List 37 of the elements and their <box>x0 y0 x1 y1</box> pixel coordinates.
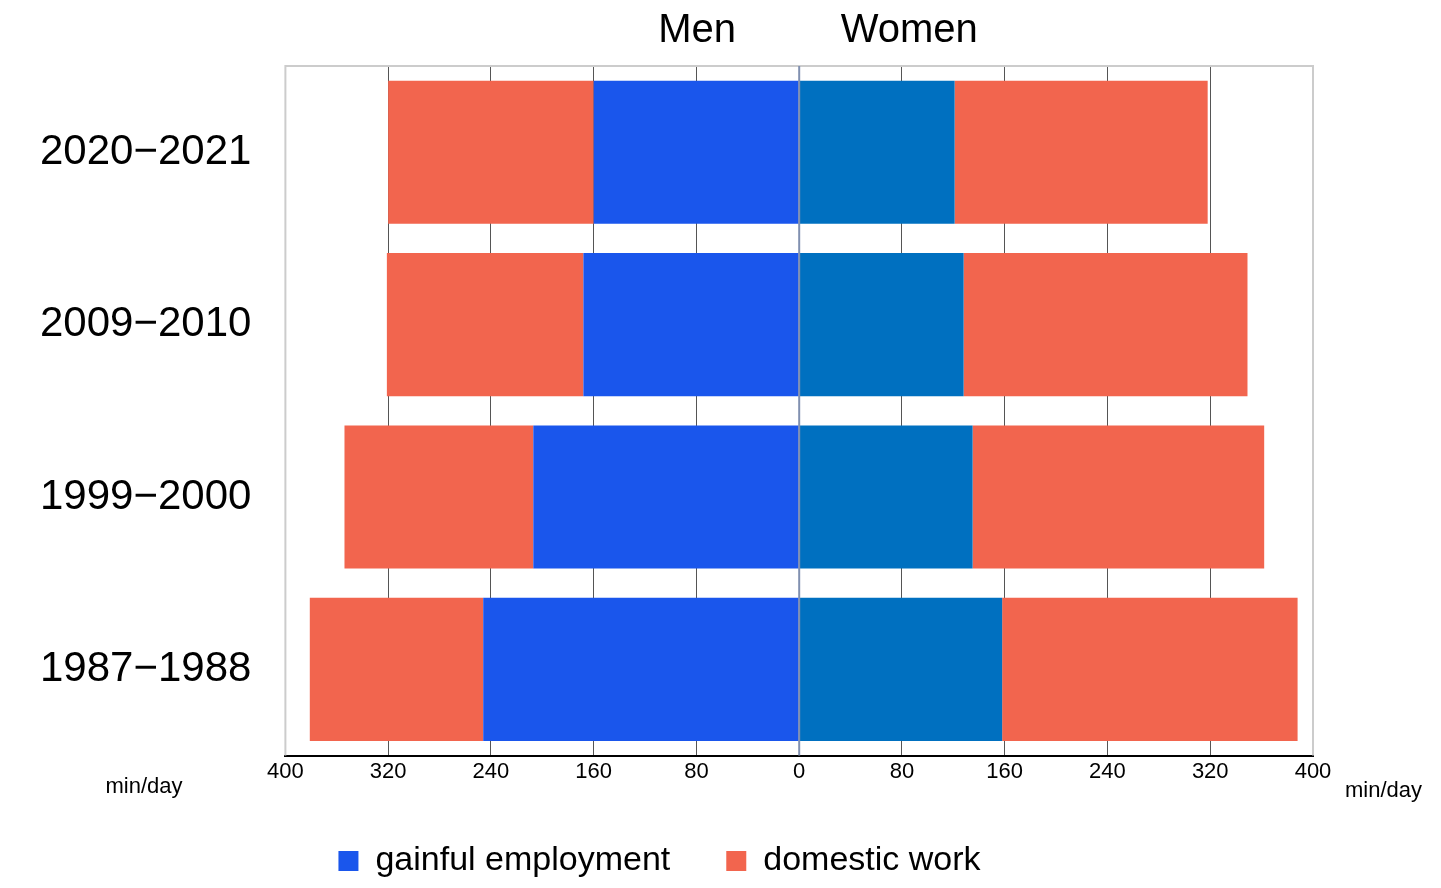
y-tick-label: 1999−2000 <box>39 470 252 518</box>
x-tick-label: 160 <box>575 757 613 783</box>
bar <box>799 80 955 224</box>
x-tick-label: 80 <box>684 757 709 783</box>
x-axis-title: min/day <box>1345 776 1423 802</box>
bar <box>954 80 1208 224</box>
bar <box>583 253 799 397</box>
x-tick-label: 240 <box>472 757 510 783</box>
x-tick-label: 320 <box>1191 757 1229 783</box>
bar <box>799 597 1003 741</box>
y-tick-label: 2020−2021 <box>39 125 252 173</box>
bar <box>386 253 584 397</box>
y-tick-label: 1987−1988 <box>39 642 252 690</box>
legend-label: gainful employment <box>375 839 671 878</box>
x-tick-label: 160 <box>986 757 1024 783</box>
y-tick-label: 2009−2010 <box>39 298 252 346</box>
x-tick-label: 80 <box>889 757 915 783</box>
bar <box>483 597 799 741</box>
text: min/day <box>105 772 183 798</box>
text: Women <box>840 6 978 50</box>
bar <box>533 425 799 569</box>
x-tick-label: 240 <box>1089 757 1126 783</box>
x-tick-label: 320 <box>369 757 407 783</box>
x-tick-label: 400 <box>1294 757 1332 783</box>
x-tick-label: 400 <box>267 757 304 783</box>
bar <box>1002 597 1298 741</box>
bar <box>799 425 973 569</box>
legend-label: domestic work <box>763 839 982 878</box>
bar <box>972 425 1265 569</box>
bar <box>593 80 799 224</box>
bar <box>963 253 1248 397</box>
x-tick-label: 0 <box>793 757 806 783</box>
bar <box>309 597 484 741</box>
text: Men <box>658 6 737 50</box>
bar <box>344 425 534 569</box>
bar <box>388 80 594 224</box>
bar <box>799 253 964 397</box>
